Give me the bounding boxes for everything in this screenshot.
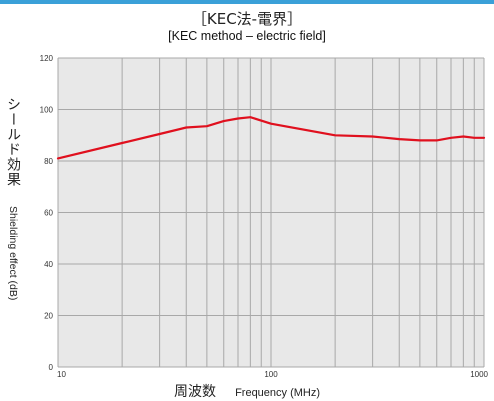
y-axis-label-en: Shielding effect (dB): [7, 206, 19, 301]
y-tick-label: 0: [49, 363, 54, 372]
y-axis-label-jp: シールド効果: [5, 97, 21, 187]
x-axis-label-jp: 周波数: [173, 384, 216, 400]
x-axis-label-en: Frequency (MHz): [235, 387, 321, 399]
chart-title: ［KEC法-電界］: [191, 10, 303, 28]
y-tick-label: 60: [44, 209, 53, 218]
y-tick-label: 120: [40, 54, 54, 63]
shielding-effect-line: [56, 116, 486, 160]
y-tick-label: 20: [44, 312, 53, 321]
chart-subtitle: [KEC method – electric field]: [168, 29, 326, 43]
x-tick-label: 1000: [470, 370, 488, 379]
x-tick-label: 10: [57, 370, 66, 379]
top-accent-rule: [0, 0, 494, 4]
y-tick-label: 100: [40, 106, 54, 115]
x-tick-label: 100: [264, 370, 278, 379]
y-tick-label: 80: [44, 157, 53, 166]
x-axis-label: 周波数 Frequency (MHz): [0, 381, 494, 401]
y-tick-label: 40: [44, 260, 53, 269]
